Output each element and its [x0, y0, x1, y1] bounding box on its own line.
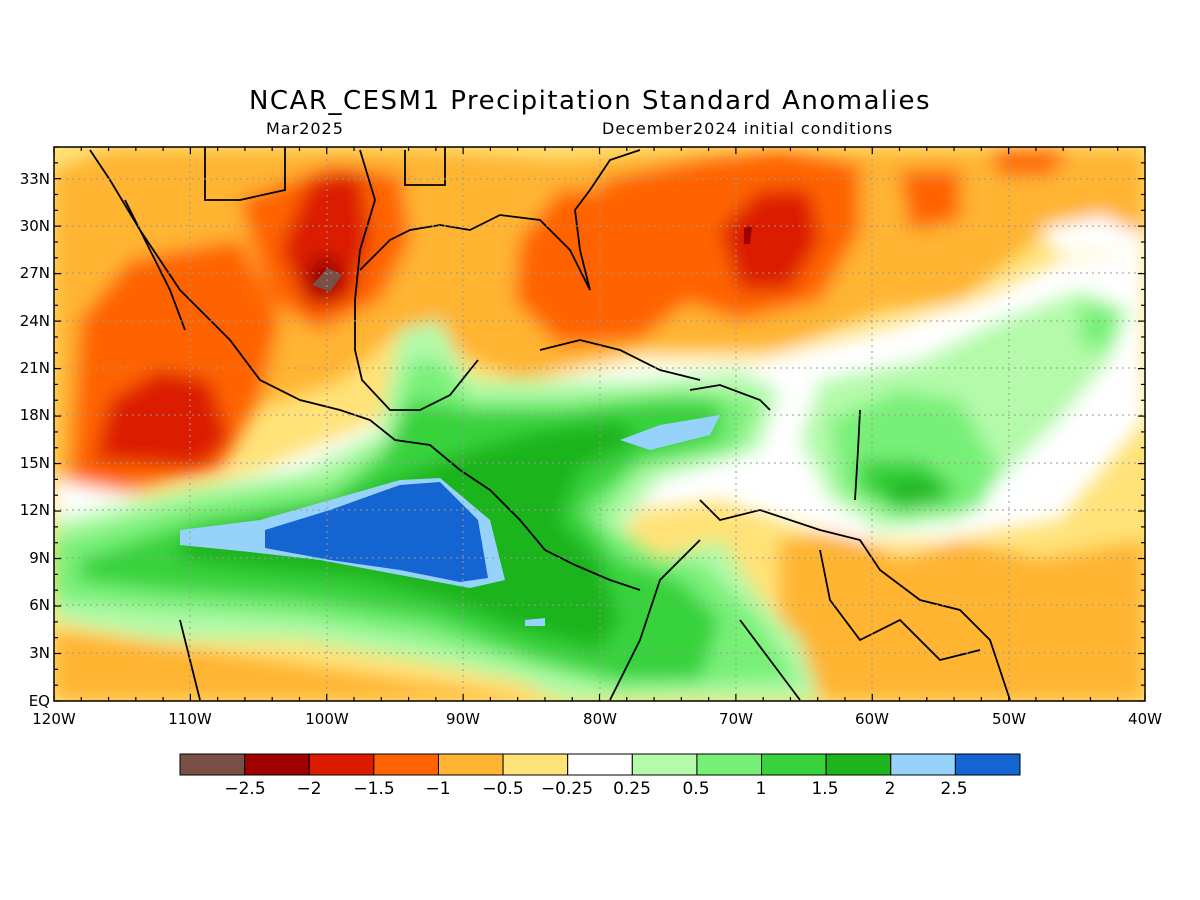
lat-label: 18N [20, 406, 50, 424]
colorbar-swatch [244, 753, 310, 776]
map-title: NCAR_CESM1 Precipitation Standard Anomal… [248, 86, 932, 116]
colorbar-label: −1.5 [353, 779, 394, 799]
colorbar-label: 0.5 [682, 779, 709, 799]
init-conditions-label: December2024 initial conditions [602, 119, 894, 138]
anomaly-field [54, 147, 1145, 701]
colorbar-swatch [437, 753, 504, 776]
lon-label: 70W [719, 710, 753, 728]
colorbar-label: −0.25 [541, 779, 593, 799]
colorbar-label: 2 [885, 779, 896, 799]
graticule [54, 147, 1145, 701]
colorbar-swatch [631, 753, 698, 776]
lon-label: 100W [305, 710, 349, 728]
lat-label: 24N [20, 312, 50, 330]
lat-label: EQ [29, 692, 50, 710]
axis-ticks [53, 146, 1146, 702]
lon-label: 120W [32, 710, 76, 728]
colorbar-label: 1 [756, 779, 767, 799]
colorbar-swatch [954, 753, 1021, 776]
lon-label: 60W [855, 710, 889, 728]
colorbar-swatch [567, 753, 633, 776]
colorbar-swatch [308, 753, 375, 776]
lat-label: 9N [29, 549, 50, 567]
lat-label: 15N [20, 454, 50, 472]
lon-label: 80W [583, 710, 617, 728]
coastlines [89, 147, 1011, 701]
colorbar-label: 1.5 [811, 779, 838, 799]
lat-label: 21N [20, 359, 50, 377]
lat-label: 6N [29, 596, 50, 614]
valid-month-label: Mar2025 [266, 119, 344, 138]
longitude-labels: 120W 110W 100W 90W 80W 70W 60W 50W 40W [32, 710, 1162, 728]
colorbar-swatch [502, 753, 569, 776]
lat-label: 33N [20, 170, 50, 188]
lat-label: 30N [20, 217, 50, 235]
colorbar-swatch [696, 753, 763, 776]
latitude-labels: 33N 30N 27N 24N 21N 18N 15N 12N 9N 6N 3N… [20, 170, 50, 710]
colorbar-swatch [890, 753, 956, 776]
lon-label: 110W [168, 710, 212, 728]
colorbar-label: −1 [425, 779, 450, 799]
lon-label: 90W [446, 710, 480, 728]
lon-label: 50W [992, 710, 1026, 728]
lat-label: 12N [20, 501, 50, 519]
lat-label: 27N [20, 264, 50, 282]
colorbar-label: −2 [296, 779, 321, 799]
colorbar [179, 753, 1021, 776]
colorbar-label: −2.5 [224, 779, 265, 799]
colorbar-label: 2.5 [940, 779, 967, 799]
colorbar-label: 0.25 [613, 779, 651, 799]
colorbar-swatch [825, 753, 892, 776]
colorbar-swatch [761, 753, 827, 776]
colorbar-label: −0.5 [482, 779, 523, 799]
lon-label: 40W [1128, 710, 1162, 728]
colorbar-labels: −2.5 −2 −1.5 −1 −0.5 −0.25 0.25 0.5 1 1.… [224, 779, 967, 799]
colorbar-swatch [373, 753, 439, 776]
lat-label: 3N [29, 644, 50, 662]
colorbar-swatch [179, 753, 246, 776]
